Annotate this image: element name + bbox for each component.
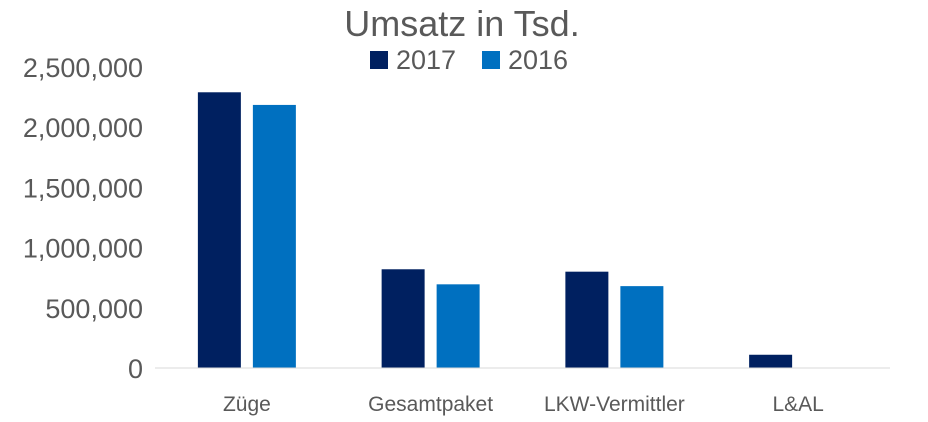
x-tick-label: LKW-Vermittler: [544, 393, 685, 416]
y-tick-label: 500,000: [45, 294, 143, 324]
legend-label-2016: 2016: [508, 45, 568, 75]
bar-2017-3: [749, 354, 793, 368]
x-tick-label: Gesamtpaket: [368, 393, 493, 416]
legend-swatch-2017: [370, 51, 388, 69]
legend: 2017 2016: [370, 45, 568, 75]
y-axis: 0 500,000 1,000,000 1,500,000 2,000,000 2,500…: [23, 53, 143, 384]
bar-2017-2: [565, 271, 609, 368]
bar-2017-1: [381, 269, 425, 368]
legend-label-2017: 2017: [396, 45, 456, 75]
bars: [197, 92, 793, 369]
chart-title: Umsatz in Tsd.: [344, 3, 579, 44]
y-tick-label: 1,500,000: [23, 173, 143, 203]
bar-2016-1: [436, 284, 480, 368]
bar-2016-2: [620, 286, 664, 368]
y-tick-label: 2,000,000: [23, 113, 143, 143]
legend-swatch-2016: [482, 51, 500, 69]
y-tick-label: 0: [128, 354, 143, 384]
x-tick-label: Züge: [223, 393, 271, 416]
bar-2017-0: [197, 92, 241, 368]
y-tick-label: 1,000,000: [23, 234, 143, 264]
x-axis: Züge Gesamtpaket LKW-Vermittler L&AL: [223, 393, 824, 416]
x-tick-label: L&AL: [772, 393, 823, 416]
bar-2016-0: [252, 104, 296, 369]
y-tick-label: 2,500,000: [23, 53, 143, 83]
